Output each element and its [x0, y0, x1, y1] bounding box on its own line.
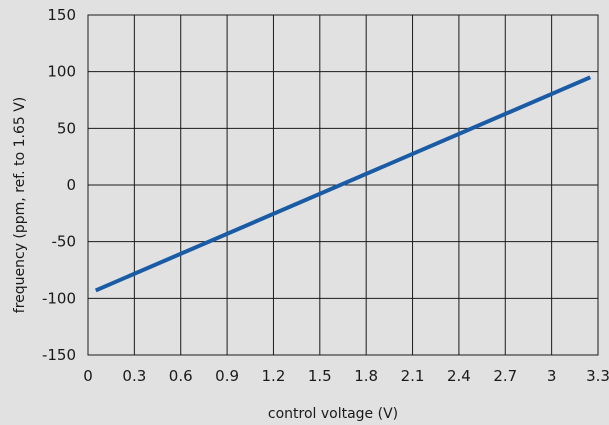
- x-tick-label: 3.3: [586, 367, 609, 385]
- y-tick-label: 100: [47, 63, 76, 81]
- x-tick-label: 0.3: [122, 367, 146, 385]
- x-tick-label: 0.6: [169, 367, 193, 385]
- x-tick-label: 2.7: [493, 367, 517, 385]
- x-tick-label: 3: [547, 367, 557, 385]
- x-tick-label: 1.5: [308, 367, 332, 385]
- y-tick-label: 0: [66, 176, 76, 194]
- x-tick-label: 0: [83, 367, 93, 385]
- series-layer: [94, 75, 592, 293]
- x-tick-label: 0.9: [215, 367, 239, 385]
- y-tick-label: 150: [47, 6, 76, 24]
- x-tick-label: 2.4: [447, 367, 471, 385]
- y-tick-label: -100: [42, 289, 76, 307]
- x-tick-label: 2.1: [401, 367, 425, 385]
- y-axis-label: frequency (ppm, ref. to 1.65 V): [12, 97, 28, 313]
- x-tick-label: 1.8: [354, 367, 378, 385]
- x-tick-label: 1.2: [262, 367, 286, 385]
- series-line: [94, 75, 592, 293]
- y-tick-label: -150: [42, 346, 76, 364]
- x-tick-labels: 0 0.3 0.6 0.9 1.2 1.5 1.8 2.1 2.4 2.7 3 3.3: [83, 367, 609, 385]
- plot-frame: [87, 14, 599, 356]
- y-tick-label: 50: [57, 119, 76, 137]
- y-tick-labels: -150 -100 -50 0 50 100 150: [42, 6, 76, 364]
- x-axis-label: control voltage (V): [268, 406, 398, 422]
- y-tick-label: -50: [52, 233, 77, 251]
